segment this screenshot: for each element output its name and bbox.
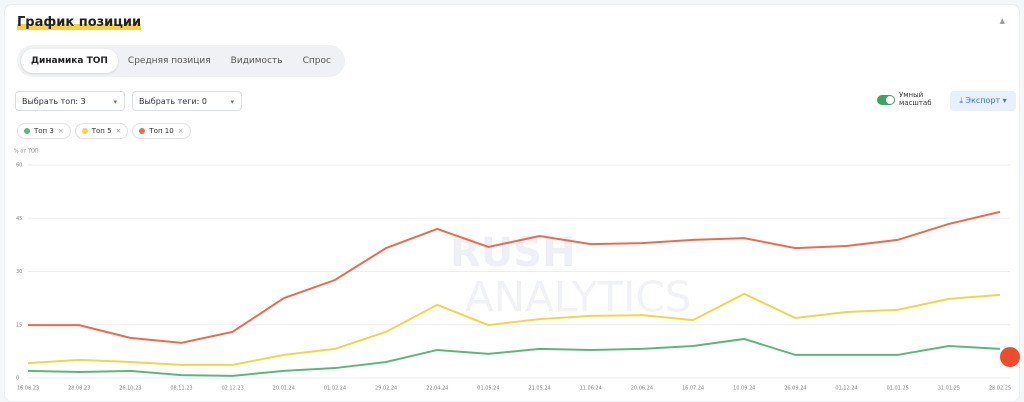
toggle[interactable] xyxy=(877,95,895,105)
y-axis-label: % от ТОП xyxy=(14,149,39,155)
toggle-text: Умный xyxy=(899,91,924,99)
legend-text: Топ 3 xyxy=(34,127,54,135)
x-tick-label: 01.01.25 xyxy=(887,386,909,392)
toggle-text: масштаб xyxy=(899,99,932,107)
export-button[interactable]: ⤓ Экспорт ▾ xyxy=(950,91,1016,111)
x-tick-label: 26.09.24 xyxy=(784,386,806,392)
tab[interactable]: Видимость xyxy=(230,56,283,66)
legend-dot xyxy=(139,128,146,134)
watermark: RUSH xyxy=(450,230,576,276)
x-tick-label: 01.12.24 xyxy=(835,386,857,392)
x-tick-label: 28.02.25 xyxy=(989,386,1011,392)
export-text: Экспорт xyxy=(965,96,1001,105)
tab[interactable]: Спрос xyxy=(302,56,331,66)
x-tick-label: 08.11.23 xyxy=(170,386,192,392)
tab[interactable]: Средняя позиция xyxy=(127,56,211,66)
legend-dot xyxy=(81,128,88,134)
x-tick-label: 01.02.24 xyxy=(324,386,346,392)
legend-chip[interactable]: Топ 5 × xyxy=(74,123,129,139)
legend-text: Топ 10 xyxy=(149,127,174,135)
y-tick-label: 60 xyxy=(16,163,22,169)
series-line xyxy=(27,292,1001,366)
x-tick-label: 22.04.24 xyxy=(426,386,448,392)
y-tick-label: 45 xyxy=(16,216,22,222)
chat-button[interactable] xyxy=(1000,347,1020,367)
y-tick-label: 0 xyxy=(16,376,19,382)
remove[interactable]: × xyxy=(115,127,122,135)
toggle-label: Умный масштаб xyxy=(899,91,932,107)
x-tick-label: 11.06.24 xyxy=(580,386,602,392)
y-tick-label: 15 xyxy=(16,322,22,328)
x-tick-label: 31.01.25 xyxy=(938,386,960,392)
legend: Топ 3 × Топ 5 × Топ 10 × xyxy=(17,123,191,139)
x-tick-label: 16.08.23 xyxy=(17,386,39,392)
legend-chip[interactable]: Топ 3 × xyxy=(17,123,71,139)
x-tick-label: 20.01.24 xyxy=(273,386,295,392)
tabs: Динамика ТОП Средняя позиция Видимость С… xyxy=(17,45,345,77)
watermark: ANALYTICS xyxy=(465,273,691,322)
x-tick-label: 10.09.24 xyxy=(733,386,755,392)
legend-text: Топ 5 xyxy=(91,127,112,135)
x-tick-label: 20.06.24 xyxy=(631,386,653,392)
tab[interactable]: Динамика ТОП xyxy=(21,49,118,73)
legend-dot xyxy=(24,128,30,134)
top-select[interactable]: Выбрать топ: 3 xyxy=(15,91,125,112)
series-line xyxy=(28,210,1001,344)
x-tick-label: 28.08.23 xyxy=(68,386,90,392)
remove[interactable]: × xyxy=(177,127,184,135)
x-tick-label: 29.02.24 xyxy=(375,386,397,392)
card: График позиции ▲ Динамика ТОП Средняя по… xyxy=(4,4,1020,402)
y-tick-label: 30 xyxy=(16,269,22,275)
tags-select[interactable]: Выбрать теги: 0 xyxy=(132,91,242,112)
x-tick-label: 26.10.23 xyxy=(119,386,141,392)
collapse[interactable]: ▲ xyxy=(999,17,1005,25)
x-tick-label: 02.12.23 xyxy=(221,386,243,392)
series-line xyxy=(27,337,1001,377)
x-tick-label: 21.05.24 xyxy=(528,386,550,392)
x-tick-label: 01.05.24 xyxy=(477,386,499,392)
title: График позиции xyxy=(17,15,142,30)
x-tick-label: 16.07.24 xyxy=(682,386,704,392)
remove[interactable]: × xyxy=(57,127,64,135)
legend-chip[interactable]: Топ 10 × xyxy=(132,123,191,139)
